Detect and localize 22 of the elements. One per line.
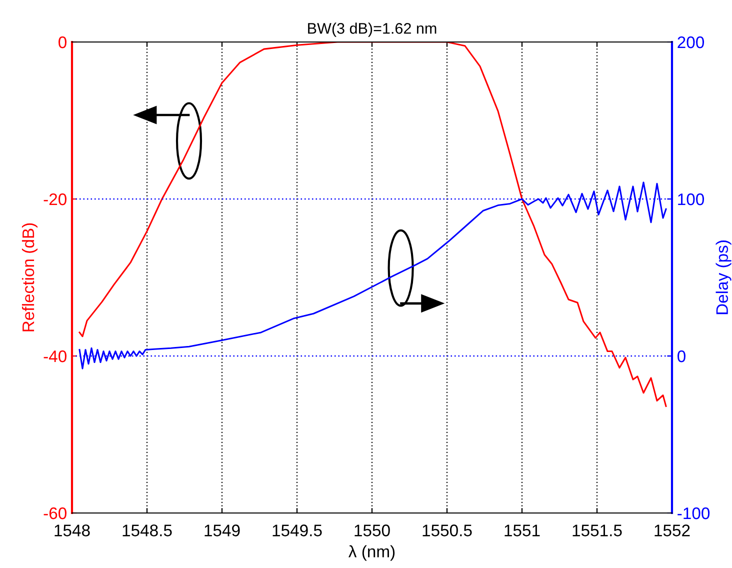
y-tick-label: -60 [44,507,66,520]
x-tick-label: 1550.5 [422,524,472,536]
x-axis-title: λ (nm) [348,545,395,561]
x-tick-label: 1548.5 [122,524,172,536]
x-tick-label: 1550 [354,524,390,536]
x-tick-label: 1549.5 [272,524,322,536]
x-tick-label: 1551.5 [572,524,622,536]
x-tick-label: 1549 [204,524,240,536]
y-axis-title: Reflection (dB) [22,223,38,332]
chart-title: BW(3 dB)=1.62 nm [308,22,436,37]
x-tick-label: 1551 [504,524,540,536]
y2-tick-label: 100 [678,193,704,206]
x-tick-label: 1552 [654,524,690,536]
y-tick-label: 0 [58,36,66,48]
y2-axis-title: Delay (ps) [716,240,732,314]
x-tick-label: 1548 [54,524,90,536]
y2-tick-label: -100 [678,507,710,520]
y2-tick-label: 0 [678,350,686,362]
y2-tick-label: 200 [678,36,704,48]
y-tick-label: -40 [44,350,66,362]
y-tick-label: -20 [44,193,66,206]
line-series [78,42,667,408]
